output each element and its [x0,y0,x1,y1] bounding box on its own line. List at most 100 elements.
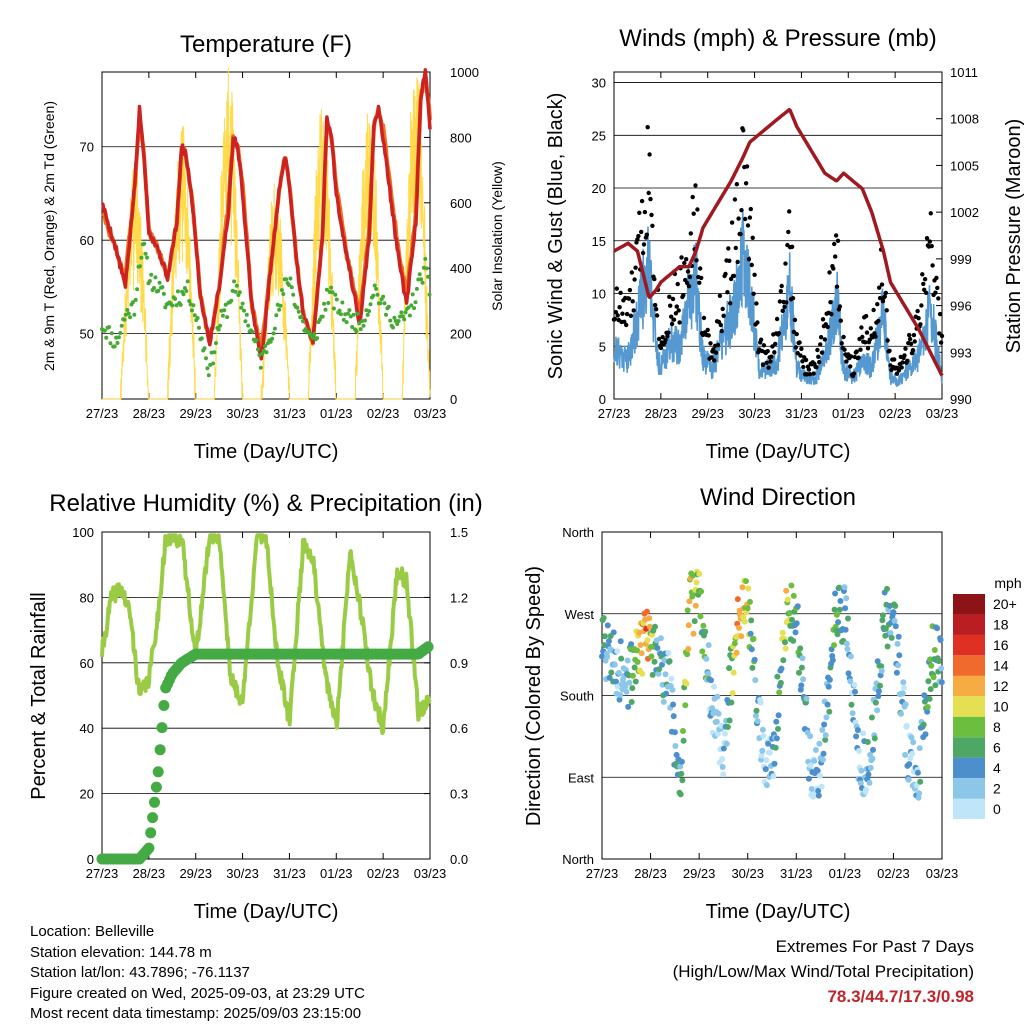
gust-point [639,229,644,235]
dewpoint-point [301,319,305,324]
dewpoint-point [240,301,245,306]
gust-point [820,317,826,322]
humidity-ytick-label: 0 [87,852,94,867]
winds-y2tick-label: 1005 [950,158,979,173]
direction-point [836,584,843,591]
direction-xtick-label: 01/23 [829,866,862,881]
direction-point [684,607,691,614]
dewpoint-point [426,274,431,279]
colorbar-swatch [953,634,985,656]
precip-point [150,781,162,793]
direction-point [696,571,703,577]
dewpoint-point [220,313,225,318]
direction-xtick-label: 28/23 [634,866,667,881]
dewpoint-point [381,294,386,299]
direction-point [625,703,632,710]
direction-point [775,725,781,732]
direction-point [860,730,867,737]
temperature-ylabel-right: Solar Insolation (Yellow) [489,161,505,311]
direction-point [616,696,623,703]
direction-point [829,657,836,664]
gust-point [736,216,741,221]
direction-point [815,792,822,799]
gust-point [697,280,702,285]
dewpoint-point [109,331,114,336]
direction-point [669,686,676,693]
direction-point [793,620,800,627]
dewpoint-point [243,319,248,324]
colorbar-swatch [953,614,985,635]
gust-point [650,223,655,228]
gust-point [766,365,771,370]
dewpoint-point [392,315,397,320]
dewpoint-point [357,321,362,326]
humidity-xtick-label: 29/23 [179,866,212,881]
humidity-y2tick-label: 0.0 [450,852,468,867]
dewpoint-point [362,318,367,323]
direction-point [831,606,838,613]
gust-point [684,280,690,286]
gust-point [761,343,767,348]
gust-point [673,311,679,316]
direction-ytick-label: South [560,689,594,704]
gust-point [848,364,853,369]
dewpoint-point [206,373,211,378]
precip-point [154,744,166,756]
gust-point [784,300,789,305]
gust-point [682,260,687,266]
direction-point [741,618,748,625]
gust-point [918,322,923,327]
gust-point [629,270,634,275]
direction-point [751,656,758,663]
dewpoint-point [260,351,265,356]
direction-point [661,657,668,664]
dewpoint-point [274,313,279,318]
direction-point [685,622,692,629]
direction-point [610,629,617,636]
winds-ytick-label: 5 [599,339,606,354]
direction-point [708,677,714,684]
gust-point [721,313,726,318]
dewpoint-point [395,322,400,326]
direction-point [894,640,901,647]
gust-point [887,348,892,353]
precip-point [145,827,157,839]
precip-point [143,842,155,854]
gust-point [817,359,822,365]
direction-point [606,638,612,645]
gust-point [833,233,839,238]
direction-point [617,638,624,645]
gust-point [743,216,748,222]
humidity-xlabel: Time (Day/UTC) [194,901,339,923]
dewpoint-point [402,317,407,322]
dewpoint-point [156,288,161,293]
gust-point [764,360,769,365]
gust-point [879,282,885,287]
dewpoint-point [354,329,359,334]
dewpoint-point [135,287,140,292]
temperature-ytick-label: 50 [80,327,94,342]
winds-ylabel-right: Station Pressure (Maroon) [1003,119,1024,354]
direction-point [824,701,831,708]
gust-point [833,254,838,259]
direction-point [652,623,658,630]
gust-point [752,272,757,277]
dewpoint-point [324,287,329,292]
direction-point [648,653,655,660]
direction-point [925,678,932,685]
direction-point [683,680,690,687]
direction-point [938,679,945,686]
dewpoint-point [264,350,269,355]
direction-point [613,678,619,685]
dewpoint-point [178,302,183,307]
dewpoint-point [242,308,246,313]
winds-ytick-label: 15 [592,234,606,249]
direction-point [637,642,644,648]
dewpoint-point [391,325,395,330]
dewpoint-point [191,303,196,308]
direction-point [700,622,707,629]
dewpoint-point [296,309,301,314]
gust-point [908,341,914,346]
direction-point [900,679,907,686]
direction-point [611,661,618,668]
